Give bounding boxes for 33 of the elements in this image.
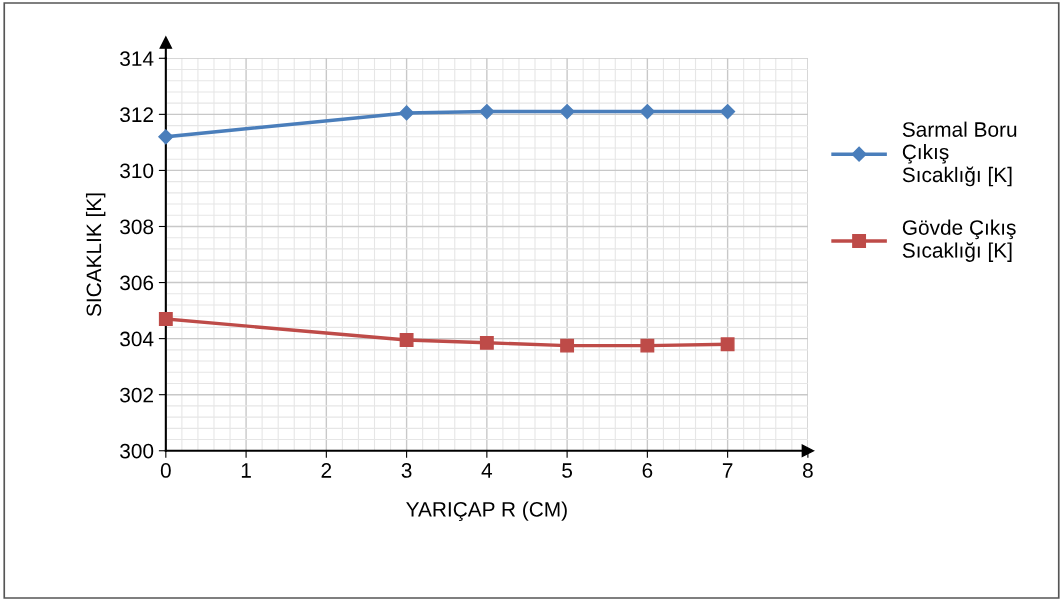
x-tick-label: 2 [321, 463, 332, 478]
point [479, 335, 494, 350]
y-tick-label: 310 [120, 163, 154, 179]
x-tick-label: 6 [642, 463, 653, 478]
y-axis-title: SICAKLIK [K] [85, 193, 106, 317]
point [559, 103, 575, 120]
x-tick-label: 4 [481, 463, 493, 478]
point [639, 103, 655, 120]
y-tick-label: 312 [120, 107, 153, 123]
x-axis-title: YARIÇAP R (CM) [406, 501, 567, 521]
y-tick-label: 302 [120, 387, 153, 403]
y-tick-label: 314 [120, 51, 154, 67]
point [158, 312, 173, 326]
y-tick-label: 308 [120, 219, 154, 235]
point [158, 129, 174, 145]
point [720, 337, 735, 352]
x-tick-label: 1 [241, 463, 251, 478]
x-tick-label: 7 [722, 463, 733, 478]
legend-label: Sarmal Boru Çıkış Sıcaklığı [K] [902, 121, 1017, 187]
x-tick-label: 5 [562, 463, 573, 478]
point [560, 338, 575, 353]
x-tick-label: 0 [160, 463, 171, 478]
point [479, 103, 495, 120]
y-tick-label: 304 [120, 331, 154, 347]
y-tick-label: 300 [120, 443, 154, 459]
x-tick-label: 3 [401, 463, 412, 478]
y-tick-label: 306 [120, 275, 154, 291]
point [720, 103, 736, 120]
x-tick-label: 8 [802, 463, 813, 478]
legend-label: Gövde Çıkış Sıcaklığı [K] [902, 219, 1016, 262]
point [399, 105, 415, 121]
point [640, 338, 655, 353]
point [399, 333, 414, 347]
